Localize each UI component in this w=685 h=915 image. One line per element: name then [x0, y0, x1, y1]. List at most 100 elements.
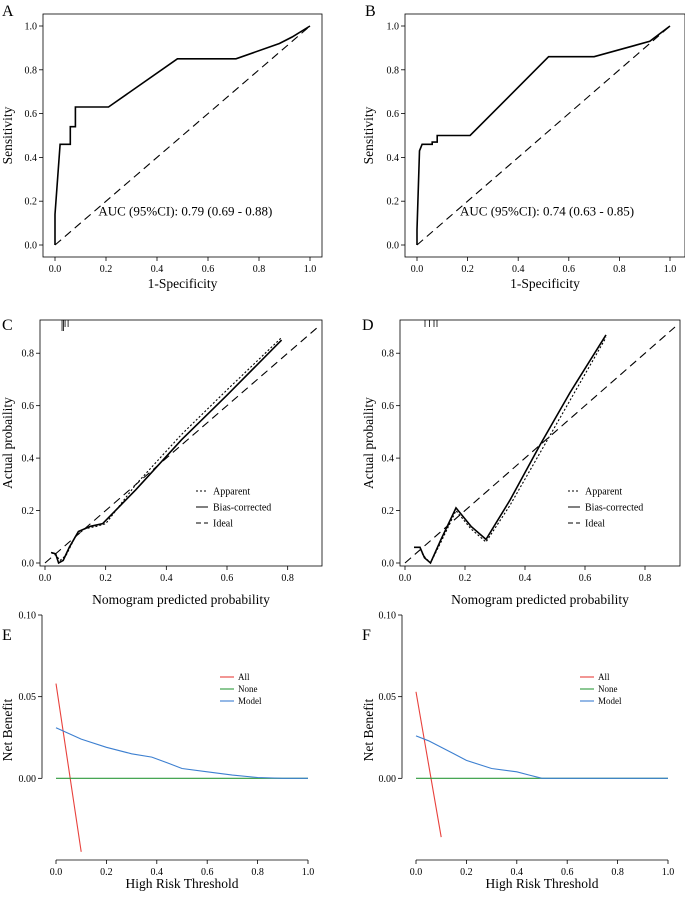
legend-label: Bias-corrected [585, 503, 643, 514]
y-tick-label: 0.00 [379, 774, 397, 785]
x-tick-label: 0.2 [100, 264, 113, 275]
y-tick-label: 0.2 [382, 506, 395, 517]
legend-label: Bias-corrected [213, 503, 271, 514]
panel-d: D 0.0 0.2 0.4 0.6 0.8 0.0 0.2 0.4 0.6 0.8 Nomogram … [361, 317, 681, 607]
y-axis-label: Sensitivity [0, 106, 15, 164]
x-tick-label: 0.4 [151, 867, 164, 878]
series-model [415, 735, 668, 779]
x-tick-label: 0.0 [410, 867, 423, 878]
x-tick-label: 0.6 [202, 264, 215, 275]
panel-f: F 0.0 0.2 0.4 0.6 0.8 1.0 0.00 0.05 0.10 High Risk… [361, 611, 674, 892]
series-ideal [44, 326, 319, 564]
x-tick-label: 0.6 [221, 573, 234, 584]
x-tick-label: 0.6 [201, 867, 214, 878]
y-tick-label: 0.2 [25, 197, 38, 208]
x-tick-label: 0.2 [100, 867, 113, 878]
x-tick-label: 1.0 [664, 264, 677, 275]
x-tick-label: 0.0 [39, 573, 52, 584]
y-tick-label: 0.0 [25, 241, 38, 252]
y-tick-label: 0.10 [19, 611, 37, 622]
y-tick-label: 1.0 [25, 22, 38, 33]
series-bias-corrected [414, 334, 607, 565]
x-tick-label: 0.4 [512, 264, 525, 275]
series-all [55, 683, 82, 852]
x-tick-label: 0.4 [151, 264, 164, 275]
y-tick-label: 0.0 [382, 559, 395, 570]
y-axis-label: Net Benefit [0, 698, 15, 761]
x-tick-label: 0.8 [251, 867, 264, 878]
panel-c: C 0.0 0.2 0.4 0.6 0.8 0.0 0.2 0.4 0.6 0.8 Nomogram … [0, 317, 323, 607]
x-tick-label: 1.0 [302, 867, 315, 878]
auc-annotation: AUC (95%CI): 0.79 (0.69 - 0.88) [98, 203, 272, 218]
series-apparent [50, 337, 282, 562]
y-tick-label: 0.2 [387, 197, 400, 208]
series-reference [416, 25, 671, 246]
legend-label: None [598, 684, 618, 694]
series-roc [416, 25, 671, 245]
y-tick-label: 0.6 [387, 109, 400, 120]
legend-label: Apparent [213, 487, 250, 498]
x-tick-label: 0.6 [563, 264, 576, 275]
y-axis-label: Actual probaility [0, 397, 15, 489]
x-tick-label: 0.0 [49, 264, 62, 275]
x-tick-label: 1.0 [304, 264, 317, 275]
x-tick-label: 0.4 [519, 573, 532, 584]
legend-label: Apparent [585, 487, 622, 498]
y-axis-label: Sensitivity [361, 106, 376, 164]
panel-letter: C [2, 317, 13, 334]
y-axis-label: Actual probaility [361, 397, 376, 489]
x-tick-label: 1.0 [662, 867, 675, 878]
series-apparent [414, 337, 607, 564]
x-tick-label: 0.0 [399, 573, 412, 584]
x-tick-label: 0.0 [411, 264, 424, 275]
legend-label: None [238, 684, 258, 694]
series-model [55, 727, 308, 779]
x-axis-label: 1-Specificity [148, 276, 218, 291]
y-tick-label: 0.4 [22, 454, 35, 465]
x-tick-label: 0.8 [611, 867, 624, 878]
legend-label: Model [598, 696, 622, 706]
panel-letter: D [362, 317, 374, 334]
x-tick-label: 0.8 [639, 573, 652, 584]
plot-frame [42, 13, 323, 258]
x-tick-label: 0.6 [579, 573, 592, 584]
y-tick-label: 0.4 [382, 454, 395, 465]
y-tick-label: 0.0 [387, 241, 400, 252]
plot-frame [399, 319, 681, 567]
x-tick-label: 0.4 [511, 867, 524, 878]
y-tick-label: 1.0 [387, 22, 400, 33]
y-tick-label: 0.0 [22, 559, 35, 570]
auc-annotation: AUC (95%CI): 0.74 (0.63 - 0.85) [460, 203, 634, 218]
x-tick-label: 0.6 [561, 867, 574, 878]
x-axis-label: Nomogram predicted probability [451, 592, 629, 607]
y-tick-label: 0.6 [22, 401, 35, 412]
x-tick-label: 0.8 [613, 264, 626, 275]
x-tick-label: 0.2 [460, 867, 473, 878]
x-tick-label: 0.0 [50, 867, 63, 878]
y-tick-label: 0.05 [19, 692, 37, 703]
x-axis-label: 1-Specificity [510, 276, 580, 291]
y-tick-label: 0.8 [22, 349, 35, 360]
y-tick-label: 0.6 [382, 401, 395, 412]
x-tick-label: 0.4 [160, 573, 173, 584]
legend-label: All [238, 672, 250, 682]
y-tick-label: 0.8 [382, 349, 395, 360]
series-all [415, 691, 442, 838]
x-axis-label: High Risk Threshold [485, 876, 598, 891]
y-tick-label: 0.10 [379, 611, 397, 622]
legend-label: All [598, 672, 610, 682]
plot-frame [404, 13, 685, 258]
y-tick-label: 0.05 [379, 692, 397, 703]
y-axis-label: Net Benefit [361, 698, 376, 761]
series-ideal [404, 326, 676, 564]
series-roc [54, 25, 311, 245]
y-tick-label: 0.4 [25, 153, 38, 164]
panel-letter: F [362, 627, 371, 644]
x-tick-label: 0.8 [281, 573, 294, 584]
plot-frame [39, 319, 323, 567]
panel-a: A 0.0 0.2 0.4 0.6 0.8 1.0 0.0 0.2 0.4 0.6 0.8 1.0 1-S… [0, 3, 323, 291]
y-tick-label: 0.8 [387, 65, 400, 76]
y-tick-label: 0.6 [25, 109, 38, 120]
y-tick-label: 0.00 [19, 774, 37, 785]
